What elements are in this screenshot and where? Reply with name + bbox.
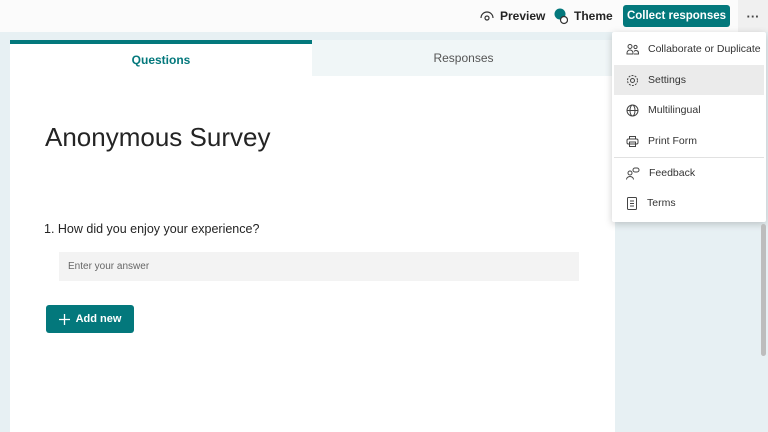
feedback-icon: [626, 167, 640, 180]
menu-label: Print Form: [648, 135, 698, 147]
menu-item-collaborate[interactable]: Collaborate or Duplicate: [614, 34, 764, 64]
scrollbar[interactable]: [761, 224, 766, 356]
menu-label: Settings: [648, 74, 686, 86]
form-title[interactable]: Anonymous Survey: [45, 122, 271, 152]
tab-questions[interactable]: Questions: [10, 40, 312, 76]
menu-item-terms[interactable]: Terms: [614, 188, 764, 218]
preview-button[interactable]: Preview: [480, 0, 545, 32]
menu-label: Collaborate or Duplicate: [648, 43, 761, 55]
form-panel: Questions Responses Anonymous Survey 1. …: [10, 40, 615, 432]
menu-item-feedback[interactable]: Feedback: [614, 158, 764, 188]
menu-item-multilingual[interactable]: Multilingual: [614, 95, 764, 125]
plus-icon: [58, 313, 70, 325]
palette-icon: [554, 7, 568, 25]
add-new-label: Add new: [75, 313, 122, 325]
menu-label: Feedback: [649, 167, 696, 179]
document-icon: [626, 196, 638, 210]
people-icon: [626, 43, 639, 56]
menu-label: Terms: [647, 197, 676, 209]
tab-responses[interactable]: Responses: [312, 40, 615, 76]
more-options-menu: Collaborate or Duplicate Settings Multil…: [612, 32, 766, 222]
menu-item-print-form[interactable]: Print Form: [614, 126, 764, 156]
menu-divider: [614, 157, 764, 158]
theme-label: Theme: [574, 9, 613, 23]
collect-responses-button[interactable]: Collect responses: [623, 5, 730, 27]
theme-button[interactable]: Theme: [554, 0, 613, 32]
add-new-button[interactable]: Add new: [46, 305, 134, 333]
top-bar: Preview Theme Collect responses ···: [0, 0, 768, 32]
question-text[interactable]: 1. How did you enjoy your experience?: [44, 222, 260, 236]
printer-icon: [626, 135, 639, 148]
eye-icon: [480, 11, 494, 21]
menu-label: Multilingual: [648, 104, 701, 116]
preview-label: Preview: [500, 9, 546, 23]
globe-icon: [626, 104, 639, 117]
menu-item-settings[interactable]: Settings: [614, 65, 764, 95]
more-options-button[interactable]: ···: [738, 0, 768, 32]
gear-icon: [626, 74, 639, 87]
answer-input[interactable]: Enter your answer: [59, 252, 579, 281]
